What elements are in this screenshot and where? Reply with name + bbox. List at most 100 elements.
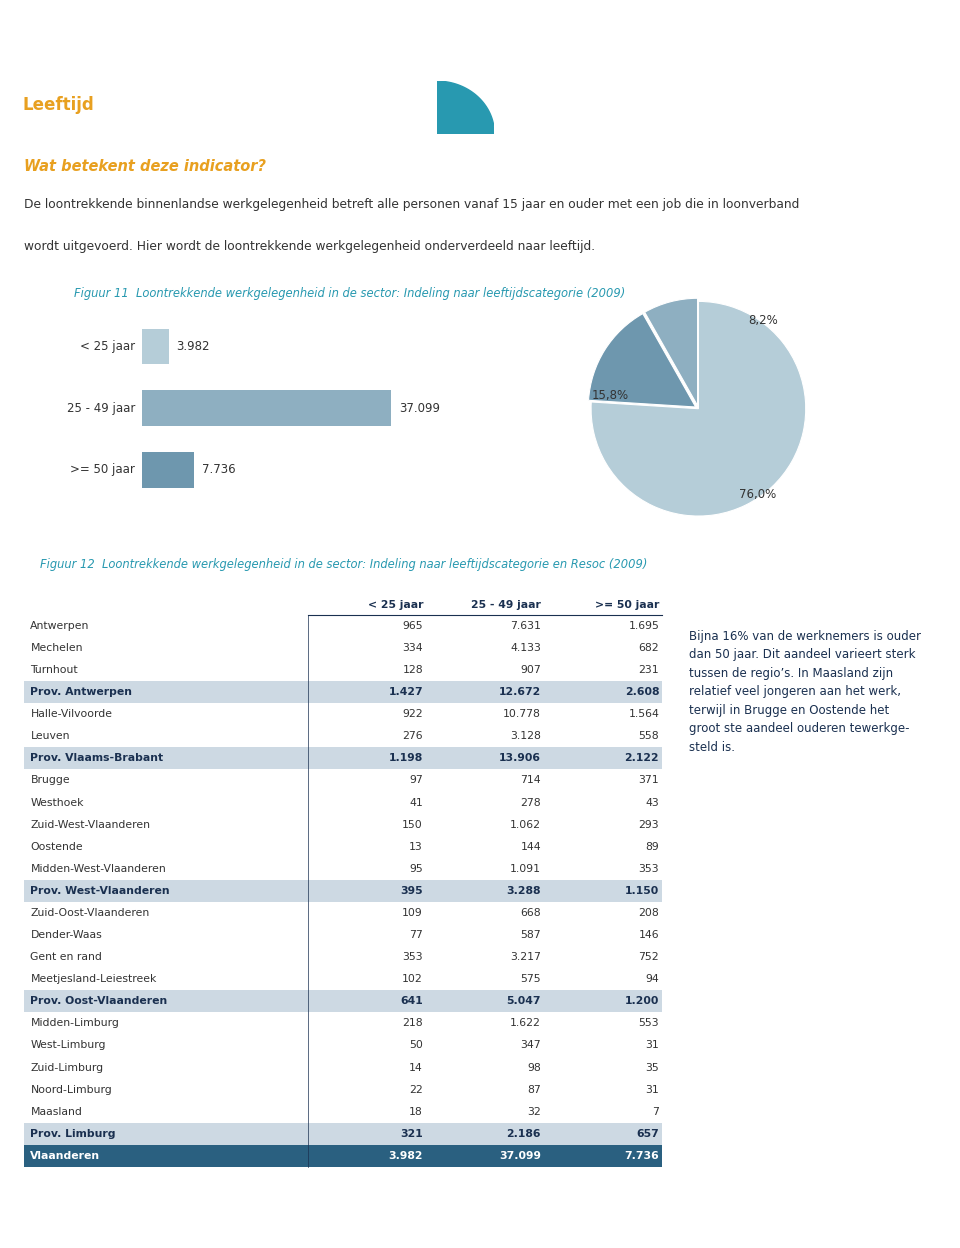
Text: 1.200: 1.200 (625, 996, 660, 1006)
Text: 668: 668 (520, 909, 541, 919)
Text: Dender-Waas: Dender-Waas (31, 930, 102, 940)
Text: < 25 jaar: < 25 jaar (368, 600, 423, 610)
Bar (24, 681, 662, 703)
Text: 1.091: 1.091 (510, 864, 541, 874)
Text: Zuid-West-Vlaanderen: Zuid-West-Vlaanderen (31, 820, 151, 830)
Text: 3.128: 3.128 (510, 731, 541, 741)
Text: 575: 575 (520, 975, 541, 985)
Text: 1.198: 1.198 (389, 754, 423, 764)
Text: 7.736: 7.736 (202, 463, 235, 477)
Text: Mechelen: Mechelen (31, 643, 83, 653)
Text: 276: 276 (402, 731, 423, 741)
Text: wordt uitgevoerd. Hier wordt de loontrekkende werkgelegenheid onderverdeeld naar: wordt uitgevoerd. Hier wordt de loontrek… (24, 241, 595, 253)
Text: 3.982: 3.982 (389, 1151, 423, 1161)
Text: 22: 22 (409, 1085, 423, 1094)
Wedge shape (588, 313, 696, 407)
Text: 94: 94 (645, 975, 660, 985)
Text: Brugge: Brugge (31, 775, 70, 785)
Text: 965: 965 (402, 622, 423, 631)
Text: 98: 98 (527, 1062, 541, 1072)
Text: 231: 231 (638, 665, 660, 675)
Bar (24, 748, 662, 770)
Text: Meetjesland-Leiestreek: Meetjesland-Leiestreek (31, 975, 156, 985)
Text: 371: 371 (638, 775, 660, 785)
Text: Midden-Limburg: Midden-Limburg (31, 1018, 119, 1028)
Text: 31: 31 (645, 1041, 660, 1051)
Text: Leuven: Leuven (31, 731, 70, 741)
Text: 2.608: 2.608 (625, 688, 660, 698)
Text: 150: 150 (402, 820, 423, 830)
Text: 353: 353 (638, 864, 660, 874)
Text: 682: 682 (638, 643, 660, 653)
Text: Figuur 11  Loontrekkende werkgelegenheid in de sector: Indeling naar leeftijdsca: Figuur 11 Loontrekkende werkgelegenheid … (74, 287, 625, 300)
Text: 10.778: 10.778 (503, 709, 541, 719)
Text: 41: 41 (409, 797, 423, 807)
Text: Wat betekent deze indicator?: Wat betekent deze indicator? (24, 160, 266, 175)
Bar (142, 452, 194, 488)
Text: 7.736: 7.736 (624, 1151, 660, 1161)
Bar (24, 1123, 662, 1144)
Text: 347: 347 (520, 1041, 541, 1051)
Text: Zuid-Oost-Vlaanderen: Zuid-Oost-Vlaanderen (31, 909, 150, 919)
Text: >= 50 jaar: >= 50 jaar (70, 463, 135, 477)
Bar (142, 391, 392, 426)
Text: 43: 43 (645, 797, 660, 807)
Text: 3.288: 3.288 (507, 886, 541, 896)
Text: 3.217: 3.217 (510, 952, 541, 962)
Wedge shape (645, 298, 698, 406)
Text: 146: 146 (638, 930, 660, 940)
Bar (24, 990, 662, 1012)
Text: 15,8%: 15,8% (591, 389, 629, 402)
Polygon shape (437, 81, 494, 134)
Text: Leeftijd: Leeftijd (22, 96, 94, 114)
Text: 95: 95 (409, 864, 423, 874)
Text: Westhoek: Westhoek (31, 797, 84, 807)
Text: 32: 32 (527, 1107, 541, 1117)
Text: 102: 102 (402, 975, 423, 985)
Text: Prov. Limburg: Prov. Limburg (31, 1128, 116, 1138)
Bar (24, 1144, 662, 1167)
Text: 109: 109 (402, 909, 423, 919)
Text: >= 50 jaar: >= 50 jaar (595, 600, 660, 610)
Text: 1.564: 1.564 (629, 709, 660, 719)
Text: 293: 293 (638, 820, 660, 830)
Text: Antwerpen: Antwerpen (31, 622, 89, 631)
Text: 7: 7 (653, 1107, 660, 1117)
Text: 25 - 49 jaar: 25 - 49 jaar (67, 402, 135, 414)
Text: Prov. Vlaams-Brabant: Prov. Vlaams-Brabant (31, 754, 163, 764)
Text: 1.622: 1.622 (510, 1018, 541, 1028)
Text: 907: 907 (520, 665, 541, 675)
Text: 657: 657 (636, 1128, 660, 1138)
Text: Turnhout: Turnhout (31, 665, 78, 675)
Text: 553: 553 (638, 1018, 660, 1028)
Text: 18: 18 (409, 1107, 423, 1117)
Text: 37.099: 37.099 (499, 1151, 541, 1161)
Text: 587: 587 (520, 930, 541, 940)
Text: 4.133: 4.133 (510, 643, 541, 653)
Wedge shape (591, 302, 805, 515)
Text: Bijna 16% van de werknemers is ouder
dan 50 jaar. Dit aandeel varieert sterk
tus: Bijna 16% van de werknemers is ouder dan… (689, 630, 922, 754)
Text: West-Limburg: West-Limburg (31, 1041, 106, 1051)
Text: Noord-Limburg: Noord-Limburg (31, 1085, 112, 1094)
Text: Sectorrapport: Sectorrapport (790, 1207, 922, 1224)
Text: 1.695: 1.695 (629, 622, 660, 631)
Text: 12.672: 12.672 (499, 688, 541, 698)
Text: 31: 31 (645, 1085, 660, 1094)
Text: 87: 87 (527, 1085, 541, 1094)
Bar (142, 328, 169, 364)
Text: 77: 77 (409, 930, 423, 940)
Text: 2.186: 2.186 (507, 1128, 541, 1138)
Text: 641: 641 (400, 996, 423, 1006)
Text: Prov. Oost-Vlaanderen: Prov. Oost-Vlaanderen (31, 996, 168, 1006)
Text: 14: 14 (409, 1062, 423, 1072)
Text: 35: 35 (645, 1062, 660, 1072)
Text: 1.427: 1.427 (389, 688, 423, 698)
Text: Prov. Antwerpen: Prov. Antwerpen (31, 688, 132, 698)
Text: 144: 144 (520, 841, 541, 851)
Text: 2.122: 2.122 (625, 754, 660, 764)
Text: Vlaanderen: Vlaanderen (31, 1151, 101, 1161)
Text: 25 - 49 jaar: 25 - 49 jaar (471, 600, 541, 610)
Text: Prov. West-Vlaanderen: Prov. West-Vlaanderen (31, 886, 170, 896)
Text: De loontrekkende binnenlandse werkgelegenheid betreft alle personen vanaf 15 jaa: De loontrekkende binnenlandse werkgelege… (24, 198, 800, 211)
Text: Midden-West-Vlaanderen: Midden-West-Vlaanderen (31, 864, 166, 874)
